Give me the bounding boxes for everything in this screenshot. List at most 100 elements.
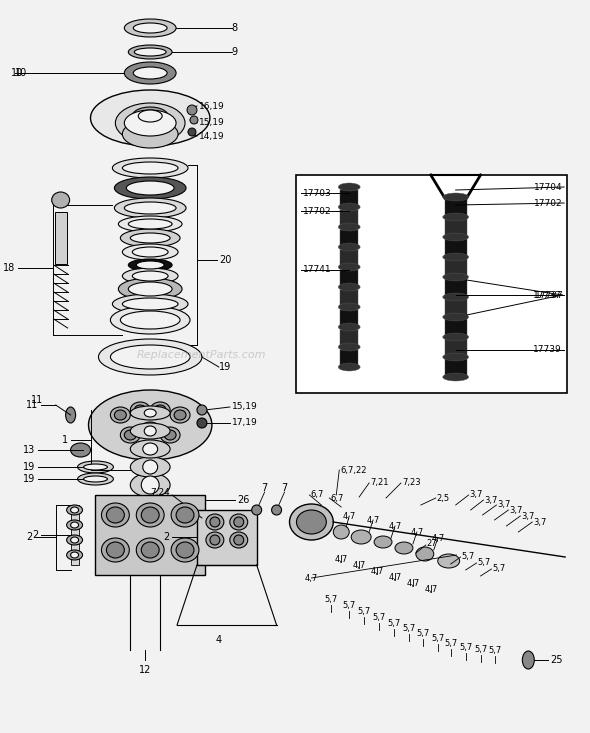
Ellipse shape	[71, 507, 78, 513]
Bar	[340, 350, 358, 369]
Ellipse shape	[290, 504, 333, 540]
Text: 5,7: 5,7	[372, 613, 386, 622]
Ellipse shape	[170, 407, 190, 423]
Ellipse shape	[230, 532, 248, 548]
Bar	[340, 230, 358, 249]
Ellipse shape	[130, 406, 170, 420]
Text: 4,7: 4,7	[343, 512, 356, 520]
Ellipse shape	[143, 443, 158, 455]
Text: 17741: 17741	[303, 265, 332, 274]
Text: ReplacementParts.com: ReplacementParts.com	[137, 350, 267, 360]
Ellipse shape	[110, 345, 190, 369]
Ellipse shape	[395, 542, 413, 554]
Text: 4,7: 4,7	[388, 521, 402, 531]
Text: 17737: 17737	[535, 290, 564, 300]
Ellipse shape	[128, 219, 172, 229]
Ellipse shape	[141, 542, 159, 558]
Text: 16,19: 16,19	[199, 101, 225, 111]
Text: 4,7: 4,7	[410, 528, 424, 537]
Ellipse shape	[190, 116, 198, 124]
Text: 20: 20	[219, 255, 231, 265]
Text: 5,7: 5,7	[477, 559, 491, 567]
Bar	[55, 212, 67, 264]
Ellipse shape	[130, 233, 170, 243]
Text: 17703: 17703	[303, 188, 332, 197]
Bar	[340, 310, 358, 329]
Ellipse shape	[71, 522, 78, 528]
Ellipse shape	[160, 427, 180, 443]
Ellipse shape	[271, 505, 281, 515]
Text: 3,7: 3,7	[509, 506, 523, 515]
Ellipse shape	[442, 353, 468, 361]
Text: 7,21: 7,21	[370, 479, 389, 487]
Ellipse shape	[84, 464, 107, 470]
Text: 2,5: 2,5	[437, 493, 450, 503]
Ellipse shape	[132, 247, 168, 257]
Text: 10: 10	[11, 68, 23, 78]
Ellipse shape	[114, 198, 186, 218]
Ellipse shape	[197, 405, 207, 415]
Ellipse shape	[128, 259, 172, 271]
Ellipse shape	[164, 430, 176, 440]
Ellipse shape	[114, 410, 126, 420]
Ellipse shape	[110, 306, 190, 334]
Text: 5,7: 5,7	[459, 643, 472, 652]
Ellipse shape	[141, 507, 159, 523]
Ellipse shape	[296, 510, 326, 534]
Text: 4,7: 4,7	[366, 515, 380, 525]
Text: 4,7: 4,7	[353, 561, 366, 570]
Ellipse shape	[210, 535, 220, 545]
Ellipse shape	[150, 402, 170, 418]
Ellipse shape	[71, 552, 78, 558]
Ellipse shape	[119, 216, 182, 232]
Text: 4,7: 4,7	[305, 573, 318, 583]
Bar	[445, 277, 467, 296]
Ellipse shape	[84, 476, 107, 482]
Ellipse shape	[106, 507, 124, 523]
Ellipse shape	[122, 244, 178, 260]
Text: 1: 1	[61, 435, 68, 445]
Text: 6,7,22: 6,7,22	[340, 465, 367, 474]
Text: 17702: 17702	[303, 207, 332, 216]
Ellipse shape	[338, 343, 360, 351]
Text: 4,7: 4,7	[407, 579, 419, 588]
Text: 5,7: 5,7	[474, 645, 487, 654]
Ellipse shape	[130, 402, 150, 418]
Ellipse shape	[374, 536, 392, 548]
Ellipse shape	[522, 651, 535, 669]
Ellipse shape	[442, 193, 468, 201]
Ellipse shape	[122, 120, 178, 148]
Bar	[197, 510, 257, 565]
Bar	[340, 270, 358, 289]
Ellipse shape	[338, 323, 360, 331]
Ellipse shape	[143, 460, 158, 474]
Text: 17737: 17737	[533, 290, 562, 300]
Text: 4: 4	[216, 635, 222, 645]
Text: 5,7: 5,7	[388, 619, 401, 628]
Text: 4,7: 4,7	[431, 534, 444, 542]
Text: 3,7: 3,7	[533, 517, 547, 526]
Text: 19: 19	[219, 362, 231, 372]
Ellipse shape	[351, 530, 371, 544]
Ellipse shape	[120, 229, 180, 247]
Bar	[445, 337, 467, 356]
Ellipse shape	[210, 517, 220, 527]
Ellipse shape	[124, 62, 176, 84]
Ellipse shape	[130, 423, 170, 439]
Bar	[296, 175, 567, 393]
Text: 4,7: 4,7	[388, 573, 402, 582]
Ellipse shape	[176, 542, 194, 558]
Text: 17,19: 17,19	[232, 419, 258, 427]
Ellipse shape	[67, 520, 83, 530]
Ellipse shape	[176, 507, 194, 523]
Ellipse shape	[133, 67, 167, 79]
Text: 5,7: 5,7	[461, 553, 475, 561]
Ellipse shape	[442, 253, 468, 261]
Ellipse shape	[71, 443, 90, 457]
Text: 12: 12	[139, 665, 152, 675]
Text: 3,7: 3,7	[522, 512, 535, 520]
Ellipse shape	[122, 162, 178, 174]
Bar	[340, 190, 358, 209]
Text: 15,19: 15,19	[232, 402, 258, 411]
Ellipse shape	[124, 19, 176, 37]
